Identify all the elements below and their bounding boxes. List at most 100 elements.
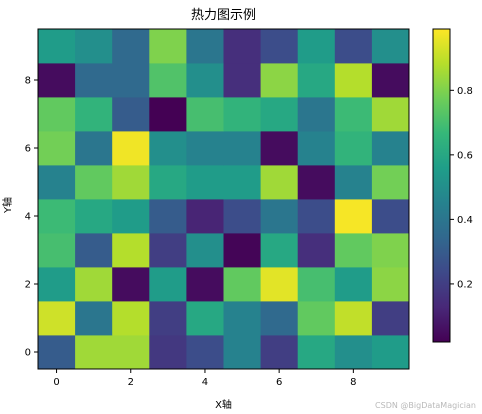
heatmap-cell xyxy=(75,267,113,302)
heatmap-cell xyxy=(223,233,261,268)
heatmap-cell xyxy=(112,29,150,64)
heatmap-cell xyxy=(334,131,373,166)
heatmap-cell xyxy=(149,199,187,234)
heatmap-cell xyxy=(260,233,299,268)
chart-title: 热力图示例 xyxy=(191,8,256,23)
heatmap-cell xyxy=(334,29,373,64)
heatmap-cell xyxy=(75,335,113,370)
heatmap-cell xyxy=(260,165,299,200)
heatmap-cell xyxy=(112,267,150,302)
heatmap-cell xyxy=(371,29,410,64)
x-tick-label: 4 xyxy=(202,377,208,388)
heatmap-cell xyxy=(371,233,410,268)
heatmap-cell xyxy=(75,63,113,98)
heatmap-cell xyxy=(112,165,150,200)
heatmap-cell xyxy=(297,97,336,132)
heatmap-cell xyxy=(297,301,336,336)
heatmap-cell xyxy=(223,29,261,64)
y-axis: 0 2 4 6 8 xyxy=(25,76,38,359)
heatmap-cell xyxy=(297,335,336,370)
heatmap-cell xyxy=(186,335,224,370)
colorbar-tick-label: 0.4 xyxy=(457,215,473,226)
heatmap-cell xyxy=(297,131,336,166)
colorbar-tick-label: 0.2 xyxy=(457,279,473,290)
colorbar-tick-label: 0.8 xyxy=(457,86,473,97)
heatmap-cell xyxy=(186,97,224,132)
heatmap-cell xyxy=(334,335,373,370)
y-tick-label: 4 xyxy=(25,212,31,223)
heatmap-cell xyxy=(149,335,187,370)
heatmap-cell xyxy=(334,233,373,268)
heatmap-cell xyxy=(38,335,76,370)
heatmap-cell xyxy=(334,97,373,132)
heatmap-cell xyxy=(186,165,224,200)
heatmap-cell xyxy=(371,267,410,302)
heatmap-cell xyxy=(38,199,76,234)
heatmap-cell xyxy=(334,267,373,302)
plot-frame xyxy=(37,28,410,370)
heatmap-cell xyxy=(260,97,299,132)
heatmap-cell xyxy=(371,335,410,370)
watermark: CSDN @BigDataMagician xyxy=(375,401,476,410)
y-tick-label: 6 xyxy=(25,144,31,155)
heatmap-cell xyxy=(75,29,113,64)
heatmap-cell xyxy=(112,233,150,268)
heatmap-cell xyxy=(112,97,150,132)
colorbar-ticks: 0.2 0.4 0.6 0.8 xyxy=(450,86,473,290)
heatmap-cell xyxy=(38,97,76,132)
heatmap-cell xyxy=(260,267,299,302)
heatmap-cell xyxy=(75,301,113,336)
y-tick-label: 0 xyxy=(25,348,31,359)
x-tick-label: 0 xyxy=(53,377,59,388)
heatmap-cell xyxy=(149,233,187,268)
heatmap-cell xyxy=(112,199,150,234)
heatmap-cell xyxy=(297,199,336,234)
heatmap-cell xyxy=(149,29,187,64)
heatmap-cell xyxy=(75,233,113,268)
heatmap-cell xyxy=(371,97,410,132)
heatmap-cell xyxy=(38,63,76,98)
y-axis-label: Y轴 xyxy=(1,197,14,214)
heatmap-cell xyxy=(186,131,224,166)
heatmap-cell xyxy=(112,335,150,370)
heatmap-cell xyxy=(112,131,150,166)
heatmap-cell xyxy=(223,131,261,166)
heatmap-cell xyxy=(149,165,187,200)
heatmap-cell xyxy=(149,131,187,166)
heatmap-cell xyxy=(297,63,336,98)
heatmap-cell xyxy=(260,335,299,370)
heatmap-cell xyxy=(38,131,76,166)
heatmap-cell xyxy=(297,233,336,268)
heatmap-cell xyxy=(186,29,224,64)
heatmap-cell xyxy=(38,29,76,64)
heatmap-cell xyxy=(75,131,113,166)
heatmap-cell xyxy=(149,267,187,302)
heatmap-cell xyxy=(186,301,224,336)
heatmap-cell xyxy=(223,165,261,200)
heatmap-cell xyxy=(38,267,76,302)
heatmap-cell xyxy=(334,199,373,234)
heatmap-cell xyxy=(297,165,336,200)
y-tick-label: 2 xyxy=(25,280,31,291)
y-tick-label: 8 xyxy=(25,76,31,87)
heatmap-cell xyxy=(297,29,336,64)
heatmap-cell xyxy=(260,199,299,234)
heatmap-cell xyxy=(260,131,299,166)
colorbar xyxy=(432,28,451,343)
heatmap-cell xyxy=(186,233,224,268)
heatmap-cell xyxy=(334,301,373,336)
heatmap-cell xyxy=(334,165,373,200)
x-tick-label: 6 xyxy=(276,377,282,388)
heatmap-cell xyxy=(38,233,76,268)
heatmap-cell xyxy=(371,63,410,98)
heatmap-cells xyxy=(38,29,410,370)
heatmap-cell xyxy=(75,97,113,132)
x-tick-label: 2 xyxy=(128,377,134,388)
heatmap-cell xyxy=(297,267,336,302)
heatmap-cell xyxy=(149,63,187,98)
heatmap-cell xyxy=(112,63,150,98)
colorbar-tick-label: 0.6 xyxy=(457,150,473,161)
heatmap-cell xyxy=(149,301,187,336)
heatmap-cell xyxy=(223,199,261,234)
heatmap-cell xyxy=(260,301,299,336)
